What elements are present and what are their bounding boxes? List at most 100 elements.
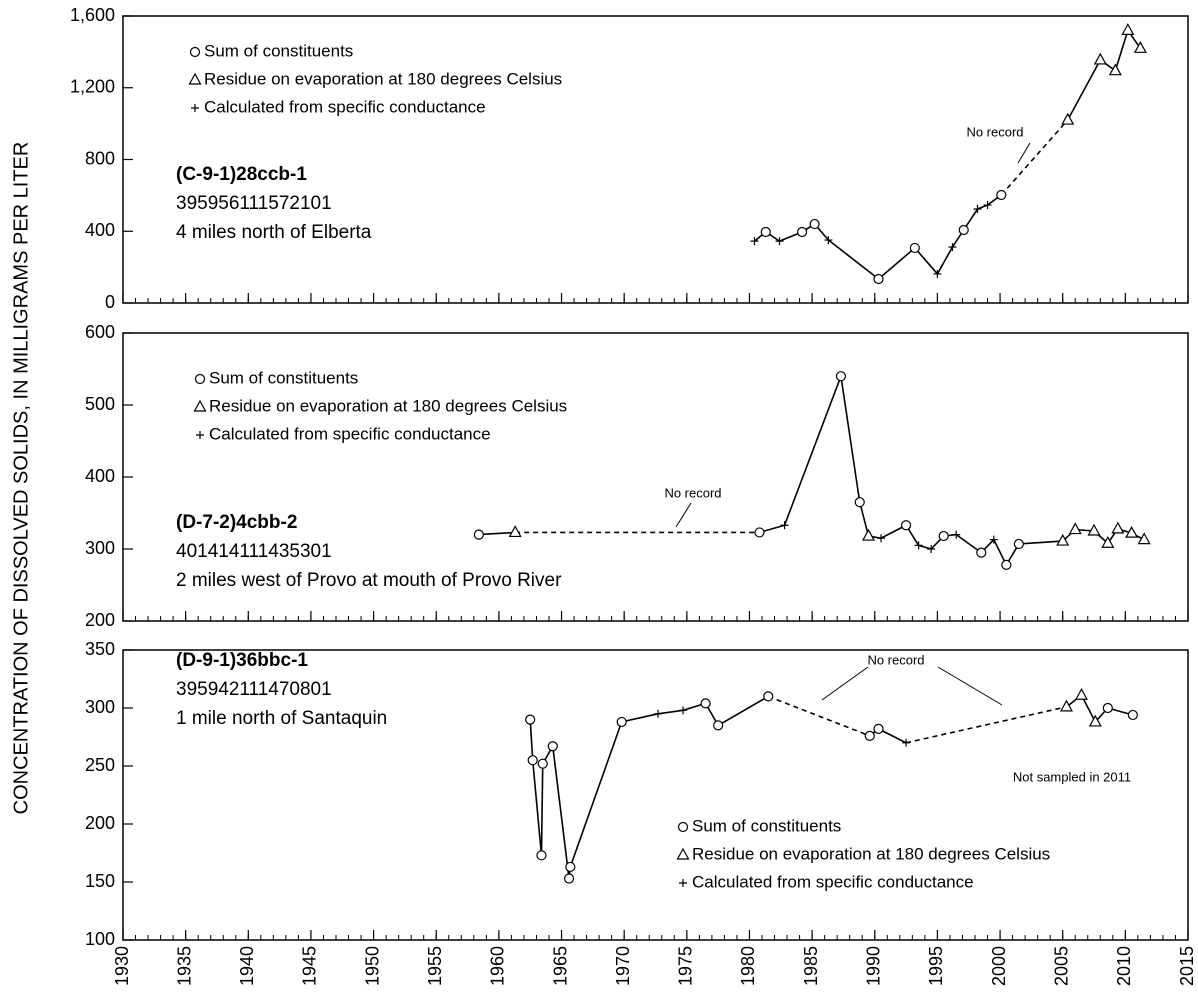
station-location: 2 miles west of Provo at mouth of Provo … [176, 570, 562, 591]
marker-circle [835, 371, 847, 382]
segment [531, 760, 543, 856]
marker-triangle [1093, 52, 1107, 65]
legend-label: Sum of constituents [209, 368, 358, 387]
leader-line [1017, 142, 1031, 164]
marker-circle [677, 821, 689, 833]
marker-triangle [1056, 533, 1070, 546]
marker-circle [189, 46, 201, 58]
segment [569, 721, 623, 868]
data-line [525, 687, 1138, 884]
x-tick-label: 2010 [1114, 946, 1134, 986]
annotation: No record [664, 485, 721, 500]
marker-circle [909, 242, 920, 254]
y-tick-label: 0 [105, 292, 115, 312]
x-tick-label: 1970 [613, 946, 633, 986]
segment [914, 247, 939, 275]
leader-line [937, 666, 1003, 706]
marker-triangle [193, 399, 207, 412]
marker-circle [996, 189, 1007, 201]
segment [621, 713, 659, 723]
segment [478, 531, 516, 536]
y-tick-label: 250 [85, 755, 115, 775]
x-tick-label: 2000 [989, 946, 1009, 986]
segment [551, 746, 570, 879]
x-tick-label: 1975 [676, 946, 696, 986]
marker-triangle [1087, 523, 1101, 536]
station-location: 1 mile north of Santaquin [176, 708, 387, 729]
segment [858, 501, 870, 537]
y-tick-label: 1,600 [70, 5, 115, 25]
dashed-segment [1000, 119, 1069, 196]
x-tick-label: 1950 [362, 946, 382, 986]
y-tick-label: 200 [85, 610, 115, 630]
marker-circle [864, 730, 875, 741]
y-tick-label: 300 [85, 538, 115, 558]
y-tick-label: 800 [85, 148, 115, 168]
marker-circle [713, 720, 724, 731]
legend-label: Residue on evaporation at 180 degrees Ce… [209, 396, 567, 415]
y-tick-label: 600 [85, 322, 115, 342]
marker-circle [796, 226, 808, 238]
x-tick-label: 1940 [237, 946, 257, 986]
segment [936, 246, 954, 275]
segment [657, 709, 684, 715]
marker-plus [196, 431, 204, 439]
x-tick-label: 1990 [864, 946, 884, 986]
marker-plus [902, 738, 911, 747]
marker-plus [780, 521, 789, 530]
marker-triangle [1133, 41, 1147, 53]
marker-triangle [188, 72, 202, 85]
marker-circle [525, 714, 536, 725]
x-tick-label: 1945 [300, 946, 320, 986]
marker-plus [191, 104, 199, 112]
plot-frame [122, 649, 1189, 941]
legend-label: Sum of constituents [692, 816, 841, 835]
x-tick-label: 1955 [425, 946, 445, 986]
marker-plus [824, 236, 833, 245]
station-station-number: 395942111470801 [176, 679, 332, 700]
marker-circle [873, 273, 884, 285]
marker-circle [527, 755, 538, 766]
dashed-segment [905, 706, 1067, 744]
annotation: No record [966, 124, 1023, 139]
marker-circle [1127, 709, 1138, 721]
segment [827, 239, 880, 280]
marker-circle [194, 373, 206, 385]
annotation: Not sampled in 2011 [1013, 769, 1131, 784]
legend-label: Calculated from specific conductance [692, 872, 974, 891]
y-tick-label: 100 [85, 929, 115, 949]
segment [1114, 30, 1129, 71]
segment [878, 247, 916, 280]
marker-plus [973, 205, 982, 214]
station-location: 4 miles north of Elberta [176, 222, 372, 243]
station-station-id: (D-9-1)36bbc-1 [176, 650, 308, 671]
marker-triangle [1125, 525, 1139, 538]
marker-plus [654, 709, 663, 718]
marker-circle [754, 527, 765, 538]
dashed-segment [767, 695, 871, 737]
marker-circle [938, 530, 949, 542]
segment [955, 533, 982, 554]
marker-plus [775, 237, 784, 246]
segment [540, 763, 544, 856]
marker-plus [927, 545, 936, 553]
plot-frame [122, 332, 1189, 622]
plot-frame [122, 15, 1189, 304]
segment [717, 695, 769, 727]
y-tick-label: 400 [85, 220, 115, 240]
station-station-number: 395956111572101 [176, 193, 332, 214]
leader-line [675, 502, 692, 528]
segment [977, 204, 988, 210]
marker-triangle [1088, 714, 1102, 727]
marker-circle [854, 497, 865, 508]
x-tick-label: 1965 [550, 946, 570, 986]
x-tick-label: 1935 [174, 946, 194, 986]
marker-plus [750, 237, 759, 246]
y-tick-label: 200 [85, 813, 115, 833]
y-axis-label: CONCENTRATION OF DISSOLVED SOLIDS, IN MI… [10, 142, 32, 815]
legend-label: Calculated from specific conductance [204, 97, 486, 116]
marker-plus [933, 269, 942, 278]
marker-triangle [1108, 63, 1122, 76]
marker-triangle [1137, 532, 1151, 545]
